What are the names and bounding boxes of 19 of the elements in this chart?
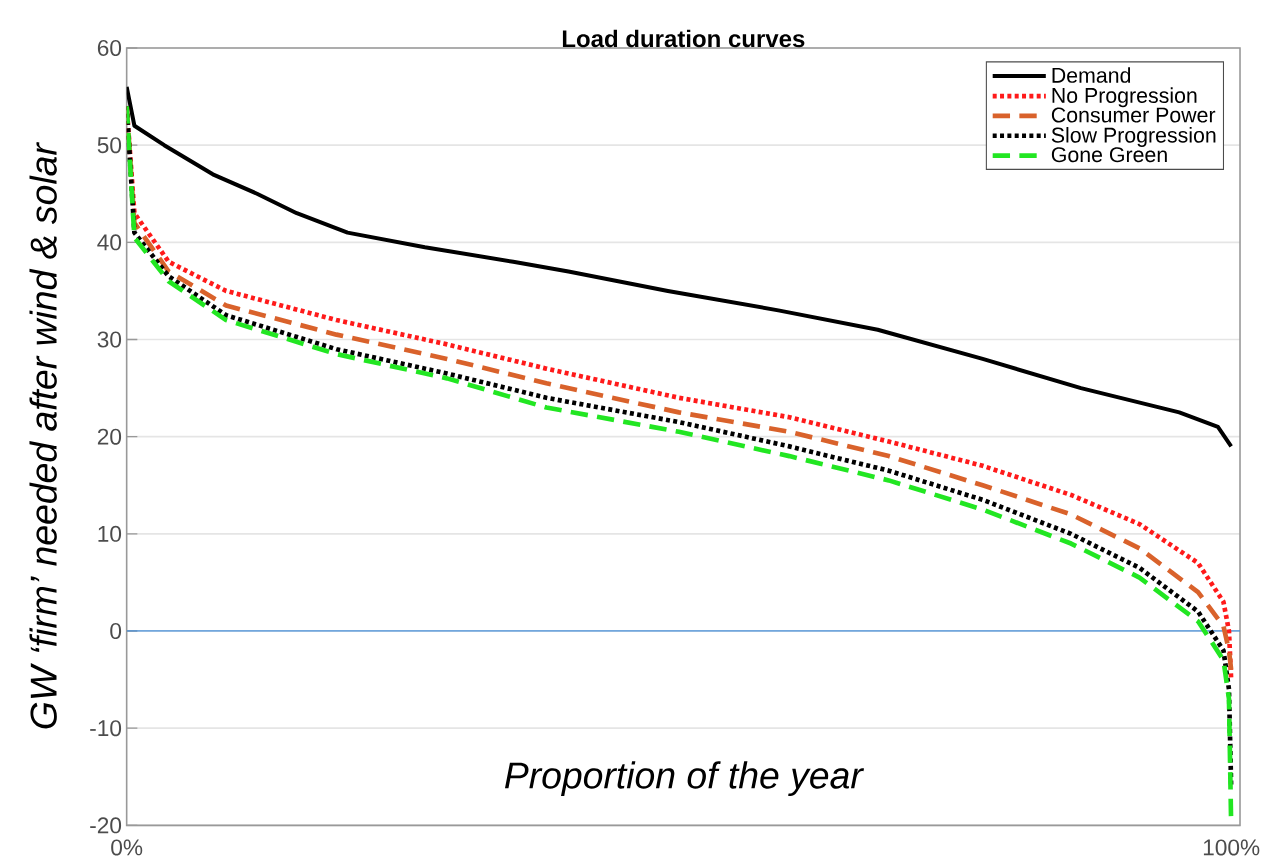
x-tick-label: 0% <box>111 839 143 856</box>
y-tick-label: 50 <box>97 137 122 154</box>
legend-label: No Progression <box>1052 87 1197 108</box>
legend-label: Demand <box>1052 67 1131 83</box>
chart-title: Load duration curves <box>562 29 805 48</box>
legend-label: Slow Progression <box>1051 127 1216 147</box>
x-axis-title: Proportion of the year <box>504 761 865 797</box>
legend-label: Consumer Power <box>1051 107 1216 123</box>
y-tick-label: 60 <box>97 39 122 57</box>
y-tick-label: 40 <box>97 234 122 251</box>
y-tick-label: -20 <box>90 817 122 834</box>
y-tick-label: 20 <box>97 428 122 445</box>
legend-label: Gone Green <box>1051 147 1167 163</box>
y-axis-title: GW ‘firm’ needed after wind & solar <box>29 141 57 729</box>
y-tick-label: 30 <box>97 331 122 348</box>
x-tick-label: 100% <box>1203 839 1260 856</box>
y-tick-label: 10 <box>98 525 122 542</box>
y-tick-label: -10 <box>90 720 122 737</box>
y-tick-label: 0 <box>110 622 122 640</box>
